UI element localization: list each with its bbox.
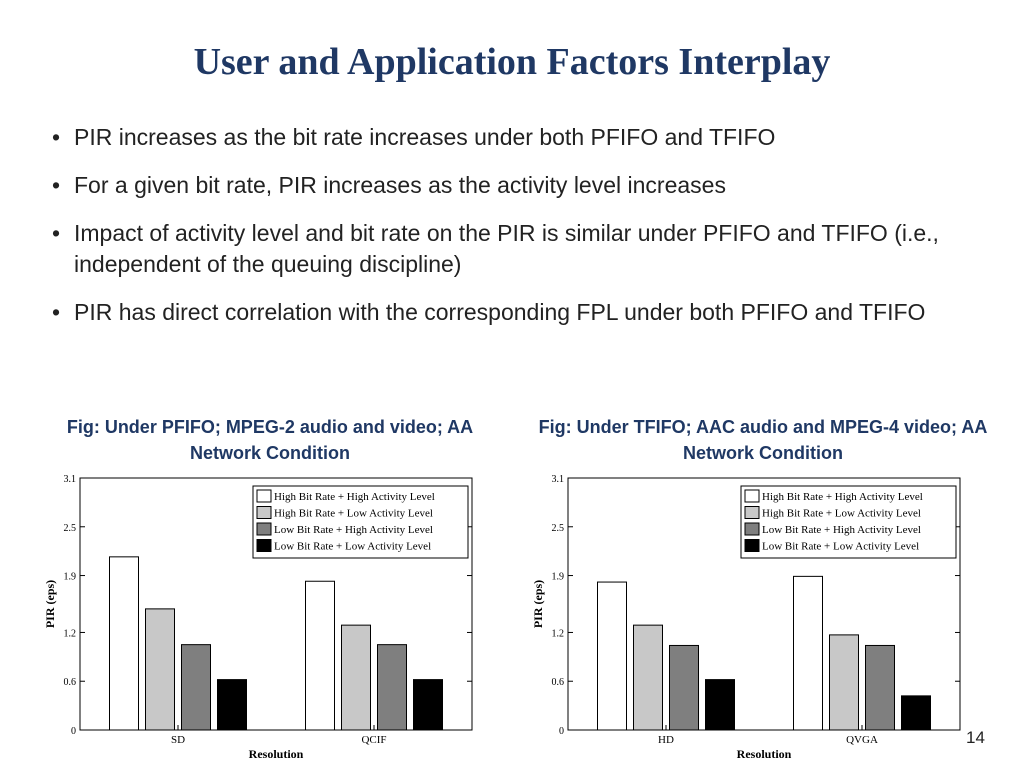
legend-swatch [256, 489, 272, 503]
y-axis-label: PIR (eps) [531, 580, 545, 628]
x-axis-label: Resolution [249, 747, 304, 761]
x-tick-label: SD [171, 734, 185, 746]
legend-label: Low Bit Rate + High Activity Level [274, 524, 433, 536]
bar [181, 644, 211, 731]
bar [341, 624, 371, 731]
legend-label: Low Bit Rate + High Activity Level [762, 524, 921, 536]
legend-label: High Bit Rate + Low Activity Level [762, 508, 921, 520]
x-tick-label: QVGA [846, 734, 878, 746]
y-tick-label: 0.6 [552, 677, 565, 688]
bullet-text: Impact of activity level and bit rate on… [74, 220, 939, 277]
bullet-item: • PIR increases as the bit rate increases… [52, 122, 982, 153]
bar [305, 580, 335, 731]
figure-caption-right: Fig: Under TFIFO; AAC audio and MPEG-4 v… [538, 417, 988, 463]
legend-swatch [256, 522, 272, 536]
bar [901, 695, 931, 731]
legend: High Bit Rate + High Activity Level High … [252, 485, 469, 559]
legend-swatch [744, 489, 760, 503]
y-tick-label: 3.1 [552, 474, 565, 485]
bar [669, 644, 699, 731]
bar [377, 644, 407, 731]
legend-box [252, 485, 469, 559]
x-tick-label: HD [658, 734, 674, 746]
bar [633, 624, 663, 731]
bullet-text: PIR increases as the bit rate increases … [74, 124, 776, 150]
bar [109, 556, 139, 731]
legend-swatch [744, 522, 760, 536]
legend-label: High Bit Rate + High Activity Level [762, 491, 923, 503]
slide-title: User and Application Factors Interplay [193, 41, 831, 83]
legend-swatch [744, 539, 760, 552]
bar [829, 634, 859, 731]
bar-chart-tfifo: 0 0.6 1.2 1.9 2.5 3.1 PIR (eps) HD QVGA Resolutio… [531, 474, 961, 761]
bar [793, 575, 823, 731]
legend: High Bit Rate + High Activity Level High … [740, 485, 957, 559]
bar [413, 679, 443, 731]
page-number: 14 [966, 728, 985, 747]
y-tick-label: 3.1 [64, 474, 77, 485]
bullet-list: • PIR increases as the bit rate increases… [52, 122, 982, 345]
bullet-text: PIR has direct correlation with the corr… [74, 299, 926, 325]
bullet-dot-icon: • [52, 299, 61, 325]
legend-swatch [744, 506, 760, 519]
y-tick-label: 2.5 [552, 523, 565, 534]
bar [865, 644, 895, 731]
y-tick-label: 0.6 [64, 677, 77, 688]
legend-label: Low Bit Rate + Low Activity Level [274, 541, 431, 553]
bullet-dot-icon: • [52, 172, 61, 198]
bar [597, 581, 627, 731]
x-axis-label: Resolution [737, 747, 792, 761]
bullet-dot-icon: • [52, 124, 61, 150]
y-tick-label: 1.2 [552, 628, 565, 639]
y-axis-label: PIR (eps) [43, 580, 57, 628]
bullet-item: • Impact of activity level and bit rate o… [52, 218, 982, 280]
y-tick-label: 2.5 [64, 523, 77, 534]
legend-swatch [256, 539, 272, 552]
bullet-dot-icon: • [52, 220, 61, 246]
legend-label: High Bit Rate + High Activity Level [274, 491, 435, 503]
y-tick-label: 1.9 [64, 572, 77, 583]
legend-label: Low Bit Rate + Low Activity Level [762, 541, 919, 553]
bullet-item: • PIR has direct correlation with the cor… [52, 297, 982, 328]
bar [145, 608, 175, 731]
x-tick-label: QCIF [361, 734, 386, 746]
bar-chart-pfifo: 0 0.6 1.2 1.9 2.5 3.1 PIR (eps) SD QCIF Resolutio… [43, 474, 473, 761]
legend-label: High Bit Rate + Low Activity Level [274, 508, 433, 520]
bullet-text: For a given bit rate, PIR increases as t… [74, 172, 726, 198]
legend-swatch [256, 506, 272, 519]
y-tick-label: 0 [71, 726, 76, 737]
bar [705, 679, 735, 731]
y-tick-label: 0 [559, 726, 564, 737]
bullet-item: • For a given bit rate, PIR increases as … [52, 170, 982, 201]
y-tick-label: 1.2 [64, 628, 77, 639]
figure-caption-left: Fig: Under PFIFO; MPEG-2 audio and video… [66, 417, 474, 463]
y-tick-label: 1.9 [552, 572, 565, 583]
legend-box [740, 485, 957, 559]
bar [217, 679, 247, 731]
